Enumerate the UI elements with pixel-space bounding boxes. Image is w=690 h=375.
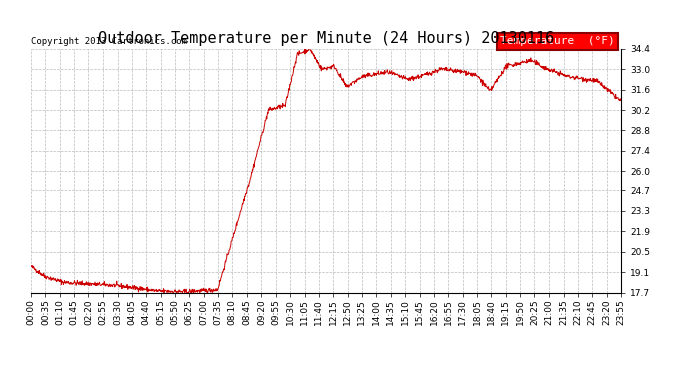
Text: Temperature  (°F): Temperature (°F) — [500, 36, 615, 46]
Text: Copyright 2013 Cartronics.com: Copyright 2013 Cartronics.com — [31, 38, 187, 46]
Title: Outdoor Temperature per Minute (24 Hours) 20130116: Outdoor Temperature per Minute (24 Hours… — [98, 31, 554, 46]
